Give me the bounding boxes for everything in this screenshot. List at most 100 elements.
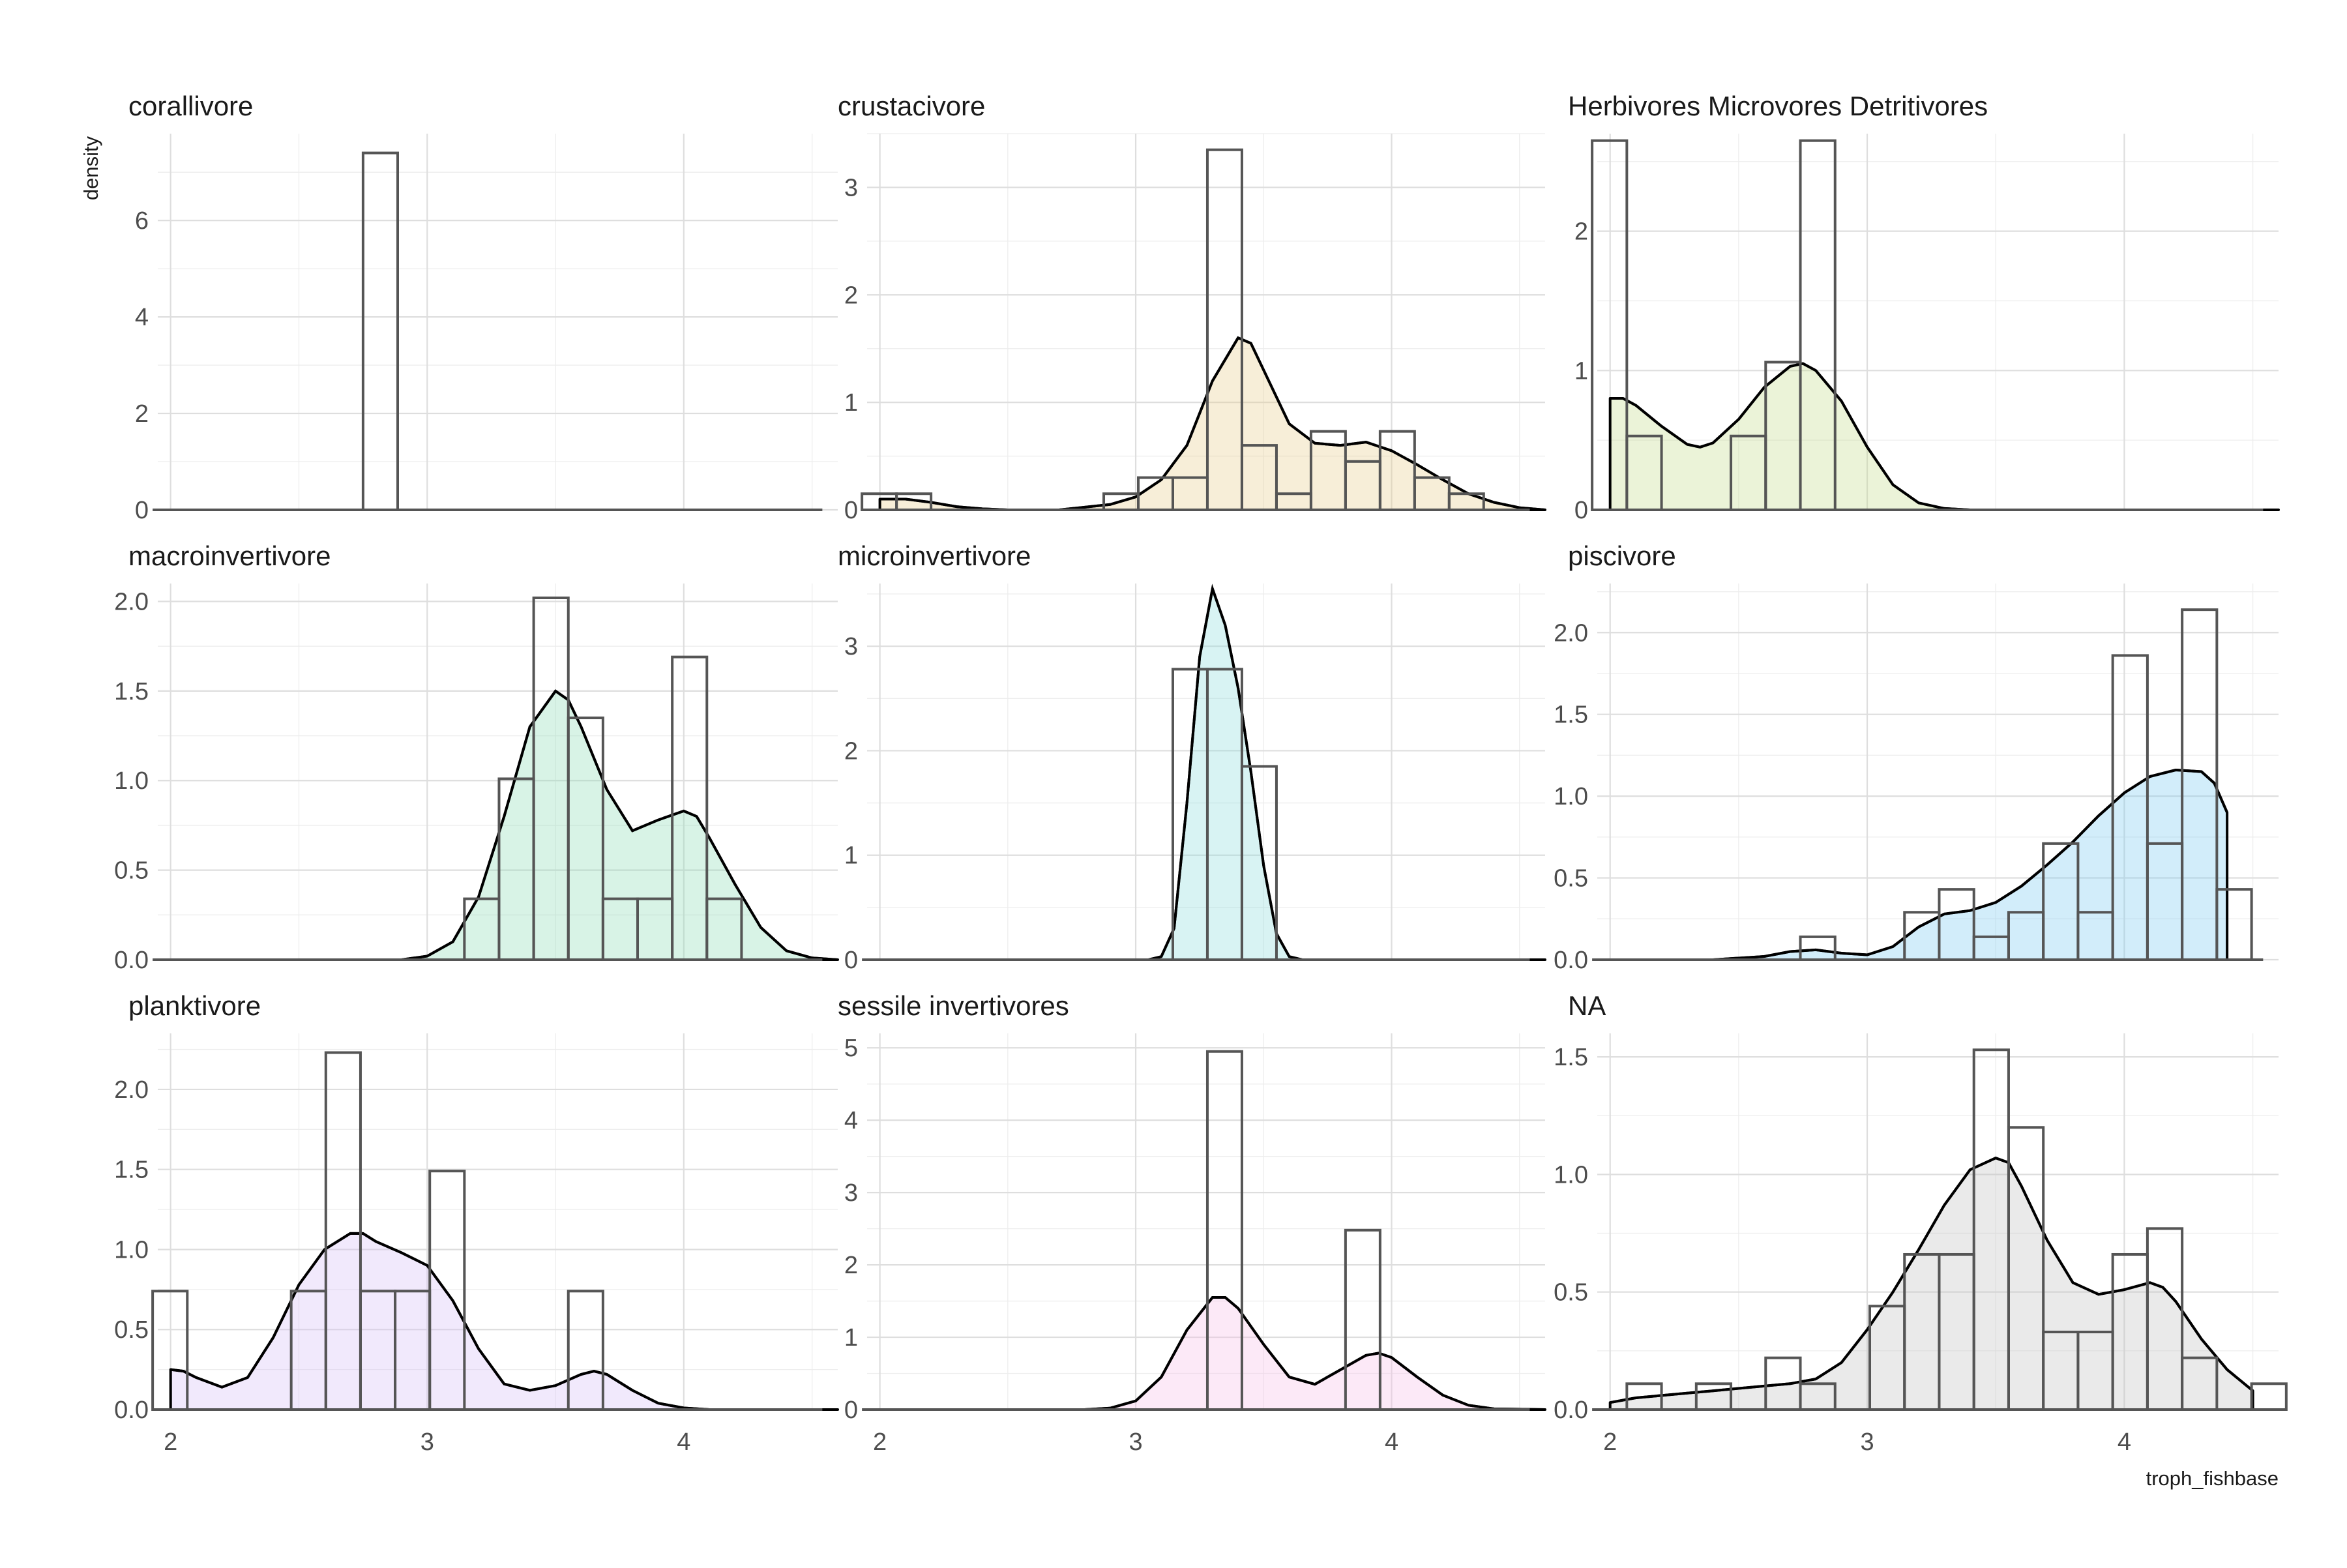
y-axis-title: density <box>80 136 102 200</box>
y-tick-label: 1.0 <box>114 1236 149 1264</box>
density-line <box>1610 1156 2254 1404</box>
y-tick-label: 0 <box>844 497 858 524</box>
facet-panel: piscivore 0.0 0.5 1.0 1.5 2.0 <box>1554 540 2279 974</box>
histogram-bar <box>1447 492 1485 511</box>
y-tick-label: 0.0 <box>1554 1397 1588 1424</box>
x-tick-label: 3 <box>1129 1428 1143 1456</box>
y-tick-label: 1.5 <box>114 1157 149 1184</box>
histogram-bar <box>2007 1126 2045 1411</box>
histogram-bar <box>1205 1050 1243 1411</box>
y-tick-label: 0 <box>844 1397 858 1424</box>
histogram-bar <box>324 1051 362 1412</box>
histogram-bar <box>428 1170 466 1412</box>
y-tick-label: 3 <box>844 1179 858 1207</box>
x-tick-label: 4 <box>2118 1428 2131 1456</box>
histogram-bar <box>1799 1382 1837 1412</box>
x-axis-title: troph_fishbase <box>2146 1467 2279 1490</box>
y-tick-label: 6 <box>135 207 149 235</box>
histogram-bar <box>1240 444 1278 511</box>
density-area <box>878 1296 1546 1411</box>
y-tick-label: 0.5 <box>114 857 149 885</box>
y-tick-label: 2 <box>135 400 149 428</box>
y-tick-label: 1.5 <box>1554 1044 1588 1071</box>
facet-strip-label: crustacivore <box>838 91 985 121</box>
histogram-bar <box>705 897 743 961</box>
histogram-bar <box>2042 842 2080 961</box>
y-tick-label: 4 <box>844 1107 858 1134</box>
histogram-bar <box>361 151 400 512</box>
facet-panel: crustacivore 0 1 2 3 <box>838 91 1546 524</box>
density-line <box>879 584 1545 961</box>
density-area <box>878 587 1546 961</box>
facet-strip-label: corallivore <box>128 91 253 121</box>
y-tick-label: 0.0 <box>114 947 149 974</box>
y-tick-label: 1 <box>1574 357 1588 385</box>
density-area <box>1608 769 2229 961</box>
y-tick-label: 0 <box>135 497 149 524</box>
y-tick-label: 2.0 <box>114 1076 149 1104</box>
y-tick-label: 0.0 <box>114 1397 149 1424</box>
density-line <box>170 1232 838 1411</box>
facet-strip-label: microinvertivore <box>838 540 1031 571</box>
x-tick-label: 2 <box>1603 1428 1617 1456</box>
y-tick-label: 2 <box>1574 218 1588 246</box>
facet-strip-label: piscivore <box>1568 540 1676 571</box>
y-tick-label: 0.5 <box>114 1316 149 1344</box>
histogram-bar <box>1694 1382 1733 1412</box>
y-tick-label: 1.0 <box>1554 783 1588 810</box>
facet-strip-label: macroinvertivore <box>128 540 331 571</box>
density-line <box>879 1296 1546 1411</box>
y-tick-label: 1 <box>844 842 858 870</box>
histogram-bar <box>1344 1228 1381 1412</box>
y-tick-label: 0.0 <box>1554 947 1588 974</box>
x-tick-label: 4 <box>677 1428 690 1456</box>
histogram-bar <box>1799 935 1837 962</box>
x-tick-label: 3 <box>421 1428 434 1456</box>
y-tick-label: 0 <box>844 947 858 974</box>
histogram-bar <box>2250 1382 2288 1412</box>
histogram-bar <box>2181 1356 2219 1412</box>
facet-panel: Herbivores Microvores Detritivores 0 1 2 <box>1568 91 2280 524</box>
density-area <box>1608 362 2280 511</box>
y-tick-label: 1.0 <box>114 767 149 795</box>
y-tick-label: 1.0 <box>1554 1161 1588 1189</box>
histogram-bar <box>1625 1382 1663 1412</box>
y-tick-label: 1.5 <box>1554 702 1588 729</box>
histogram-bar <box>151 1290 189 1412</box>
density-line <box>1610 768 2228 961</box>
facet-panel: corallivore 0 2 4 6 <box>128 91 838 524</box>
y-tick-label: 2.0 <box>1554 619 1588 647</box>
y-tick-label: 3 <box>844 174 858 201</box>
histogram-bar <box>895 492 933 511</box>
y-tick-label: 0 <box>1574 497 1588 524</box>
x-tick-label: 2 <box>873 1428 887 1456</box>
histogram-bar <box>2215 888 2253 962</box>
y-tick-label: 5 <box>844 1035 858 1062</box>
histogram-bar <box>1205 148 1243 511</box>
y-tick-label: 0.5 <box>1554 1279 1588 1307</box>
histogram-bar <box>2146 1227 2184 1411</box>
histogram-bar <box>1378 430 1416 512</box>
histogram-bar <box>1938 888 1975 962</box>
density-line <box>1610 362 2279 511</box>
x-tick-label: 4 <box>1385 1428 1398 1456</box>
density-line <box>170 689 838 961</box>
histogram-bar <box>1799 139 1837 511</box>
grid <box>158 134 838 511</box>
facet-panel: microinvertivore 0 1 2 3 <box>838 540 1546 974</box>
histogram-bar <box>1240 765 1278 961</box>
facet-strip-label: planktivore <box>128 990 261 1021</box>
facet-strip-label: Herbivores Microvores Detritivores <box>1568 91 1988 121</box>
y-tick-label: 2 <box>844 737 858 765</box>
y-tick-label: 3 <box>844 633 858 660</box>
grid <box>158 1033 838 1411</box>
histogram-bar <box>567 717 604 961</box>
y-tick-label: 1.5 <box>114 678 149 705</box>
histogram-bar <box>1591 139 1629 511</box>
x-tick-label: 3 <box>1860 1428 1874 1456</box>
grid <box>1597 584 2279 961</box>
facet-panel: NA 0.0 0.5 1.0 1.5 2 3 4 <box>1554 990 2288 1456</box>
histogram-bar <box>2111 654 2149 962</box>
y-tick-label: 0.5 <box>1554 865 1588 893</box>
